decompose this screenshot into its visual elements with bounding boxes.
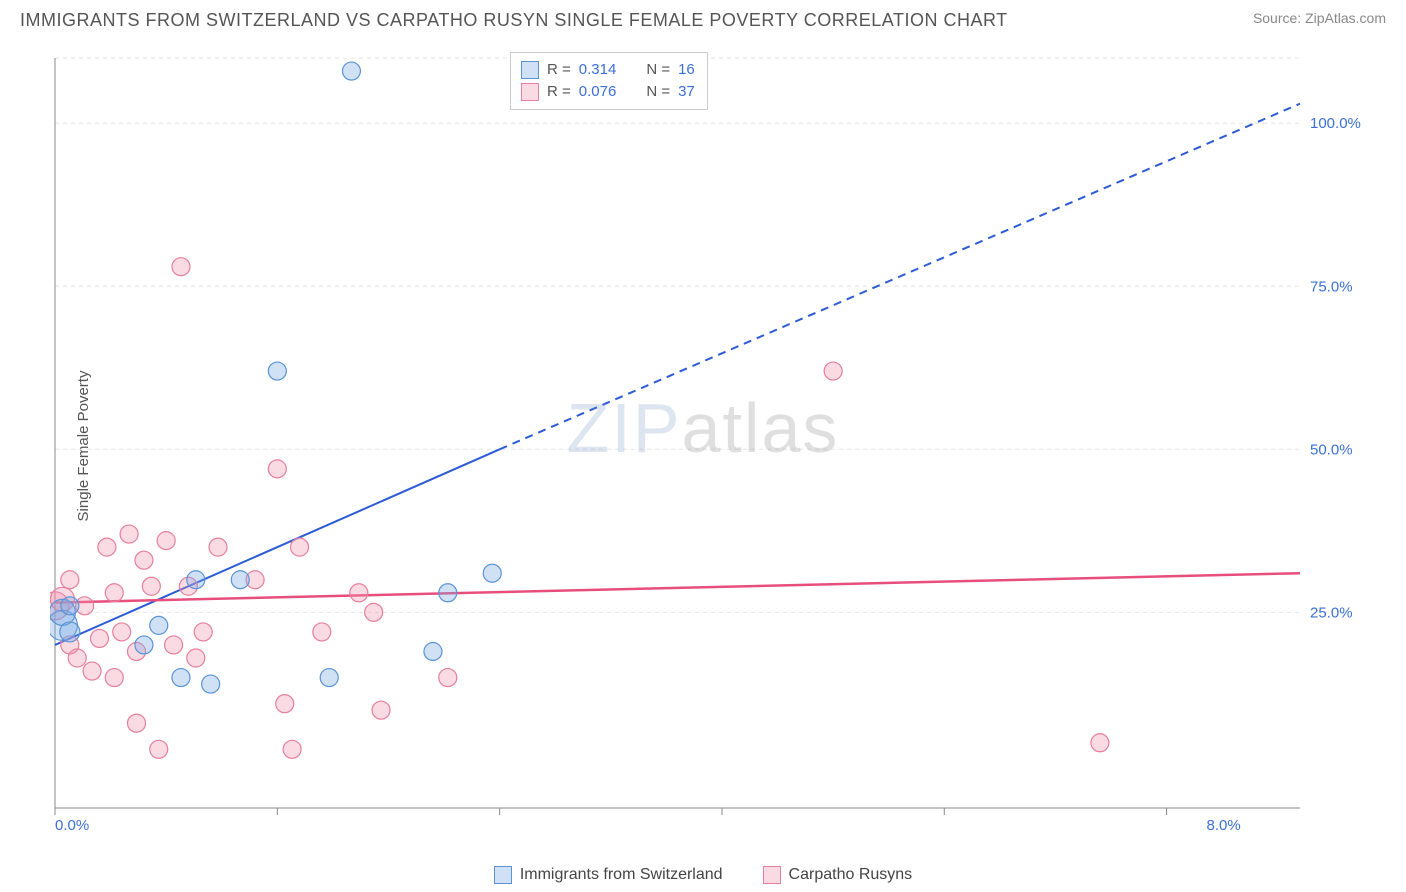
legend-row-rusyn: R = 0.076 N = 37 (521, 81, 695, 103)
bottom-legend: Immigrants from Switzerland Carpatho Rus… (0, 866, 1406, 884)
bottom-legend-swiss-label: Immigrants from Switzerland (520, 866, 723, 884)
bottom-legend-rusyn-label: Carpatho Rusyns (789, 866, 913, 884)
legend-swatch-swiss-bottom (494, 866, 512, 884)
plot-area: 0.0% 8.0% 25.0% 50.0% 75.0% 100.0% (50, 48, 1386, 852)
legend-swatch-rusyn (521, 83, 539, 101)
bottom-legend-rusyn: Carpatho Rusyns (763, 866, 913, 884)
svg-text:25.0%: 25.0% (1310, 604, 1353, 621)
bottom-legend-swiss: Immigrants from Switzerland (494, 866, 723, 884)
svg-text:8.0%: 8.0% (1207, 817, 1241, 834)
n-label: N = (646, 59, 670, 81)
r-label: R = (547, 59, 571, 81)
scatter-plot-svg: 0.0% 8.0% 25.0% 50.0% 75.0% 100.0% (50, 48, 1370, 838)
svg-text:100.0%: 100.0% (1310, 115, 1361, 132)
chart-title: IMMIGRANTS FROM SWITZERLAND VS CARPATHO … (20, 10, 1008, 31)
svg-text:0.0%: 0.0% (55, 817, 89, 834)
n-value-swiss: 16 (678, 59, 695, 81)
svg-text:50.0%: 50.0% (1310, 441, 1353, 458)
source-label: Source: ZipAtlas.com (1253, 10, 1386, 26)
r-value-swiss: 0.314 (579, 59, 617, 81)
n-label: N = (646, 81, 670, 103)
r-label: R = (547, 81, 571, 103)
n-value-rusyn: 37 (678, 81, 695, 103)
legend-swatch-swiss (521, 61, 539, 79)
r-value-rusyn: 0.076 (579, 81, 617, 103)
correlation-legend: R = 0.314 N = 16 R = 0.076 N = 37 (510, 52, 708, 110)
legend-swatch-rusyn-bottom (763, 866, 781, 884)
legend-row-swiss: R = 0.314 N = 16 (521, 59, 695, 81)
svg-text:75.0%: 75.0% (1310, 278, 1353, 295)
